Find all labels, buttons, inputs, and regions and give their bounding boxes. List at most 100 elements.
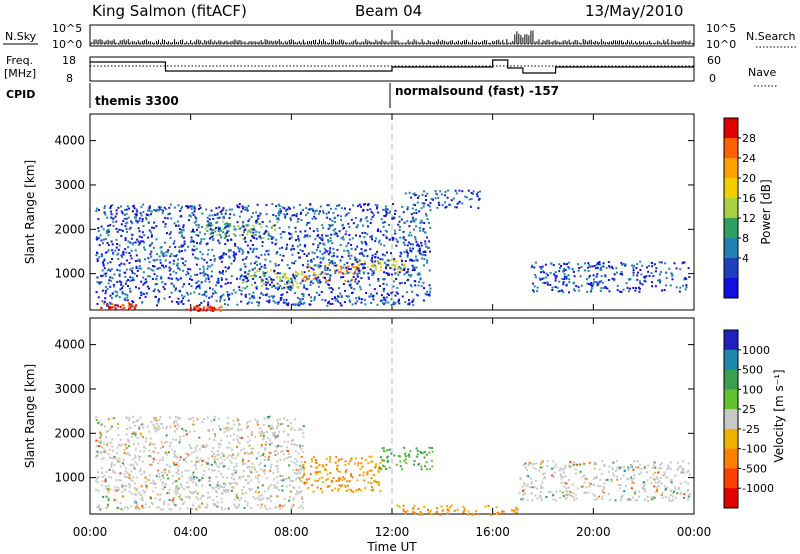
velocity-cell [182, 435, 185, 437]
power-cell [360, 218, 363, 221]
power-cell [588, 276, 591, 279]
power-cell [193, 221, 196, 224]
power-cell [225, 270, 228, 273]
power-cell [412, 219, 415, 222]
power-cell [226, 230, 229, 233]
power-cell [219, 233, 222, 236]
power-cell [174, 289, 177, 292]
velocity-cell [399, 455, 402, 458]
velocity-cell [344, 460, 347, 463]
velocity-cell [119, 465, 122, 468]
power-cell [279, 276, 281, 279]
power-cell [175, 224, 178, 227]
power-cell [121, 287, 123, 290]
power-cell [201, 293, 204, 296]
power-cell [428, 205, 431, 208]
velocity-cell [412, 510, 415, 513]
power-cell [244, 293, 247, 296]
power-cell [665, 284, 667, 287]
power-cell [362, 224, 364, 227]
power-cell [398, 302, 401, 305]
power-cell [412, 243, 414, 246]
velocity-cell [142, 507, 145, 510]
power-cell [326, 268, 329, 271]
power-cell [154, 283, 157, 286]
power-cell [368, 283, 371, 286]
velocity-cell [554, 463, 557, 466]
power-cell [321, 239, 324, 242]
power-cell [354, 302, 357, 305]
power-cell [333, 264, 336, 267]
velocity-cell [210, 463, 213, 466]
velocity-cell [573, 463, 576, 466]
power-cell [216, 216, 219, 219]
velocity-cell [536, 487, 539, 490]
power-cell [281, 206, 284, 209]
power-cell [355, 268, 358, 271]
power-cell [234, 244, 237, 247]
power-cell [208, 214, 211, 217]
velocity-cell [520, 498, 523, 501]
velocity-cell [574, 472, 577, 475]
velocity-cell [682, 468, 685, 471]
power-cell [632, 274, 635, 277]
power-cell [286, 281, 289, 284]
power-cell [113, 285, 116, 288]
power-cell [410, 220, 413, 223]
velocity-cell [186, 507, 189, 510]
velocity-cell [348, 488, 351, 491]
power-cell [314, 264, 317, 267]
velocity-cell [676, 461, 679, 464]
power-cell [413, 266, 416, 269]
power-cell [264, 267, 267, 269]
velocity-cell [201, 459, 204, 462]
power-cell [385, 211, 388, 214]
power-cell [444, 190, 447, 193]
power-cell [270, 238, 273, 240]
power-cell [409, 249, 412, 252]
velocity-cell [223, 486, 226, 488]
velocity-cell [133, 442, 136, 445]
velocity-cell [687, 462, 690, 465]
power-cell [193, 205, 196, 208]
power-cell [419, 252, 421, 255]
power-cell [385, 237, 388, 240]
power-cell [406, 208, 409, 211]
power-cell [276, 302, 279, 305]
power-cell [163, 288, 166, 291]
power-cell [114, 249, 117, 252]
velocity-cell [200, 445, 203, 448]
power-cell [135, 254, 138, 257]
velocity-cell [682, 470, 685, 473]
velocity-cell [242, 462, 245, 465]
velocity-cell [117, 488, 120, 491]
velocity-cell [177, 416, 180, 419]
power-cell [410, 234, 413, 237]
power-cell [406, 255, 409, 258]
velocity-cell [119, 444, 122, 447]
velocity-cell [519, 476, 522, 479]
power-cell [641, 283, 644, 286]
power-cell [328, 224, 331, 227]
power-cell [407, 268, 410, 271]
velocity-cell [178, 441, 181, 444]
power-cell [125, 268, 128, 271]
velocity-cell [656, 490, 659, 493]
power-cell [346, 249, 349, 252]
velocity-cell [299, 465, 302, 468]
power-cell [604, 286, 607, 289]
velocity-cell [105, 436, 108, 439]
power-cell [97, 230, 100, 232]
power-cell [429, 226, 432, 229]
velocity-cell [255, 457, 258, 460]
velocity-cell [193, 430, 196, 433]
velocity-cell [585, 486, 588, 489]
power-cell [655, 267, 658, 270]
power-cell [409, 231, 412, 234]
power-cell [239, 268, 242, 271]
power-cell [428, 240, 431, 243]
power-cell [263, 283, 265, 286]
velocity-cell [302, 432, 305, 435]
power-cell [384, 207, 387, 210]
velocity-cell [261, 484, 264, 487]
